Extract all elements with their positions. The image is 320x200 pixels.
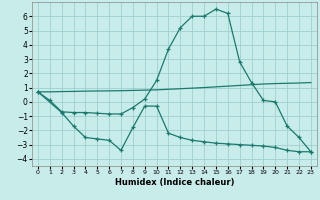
X-axis label: Humidex (Indice chaleur): Humidex (Indice chaleur) xyxy=(115,178,234,187)
